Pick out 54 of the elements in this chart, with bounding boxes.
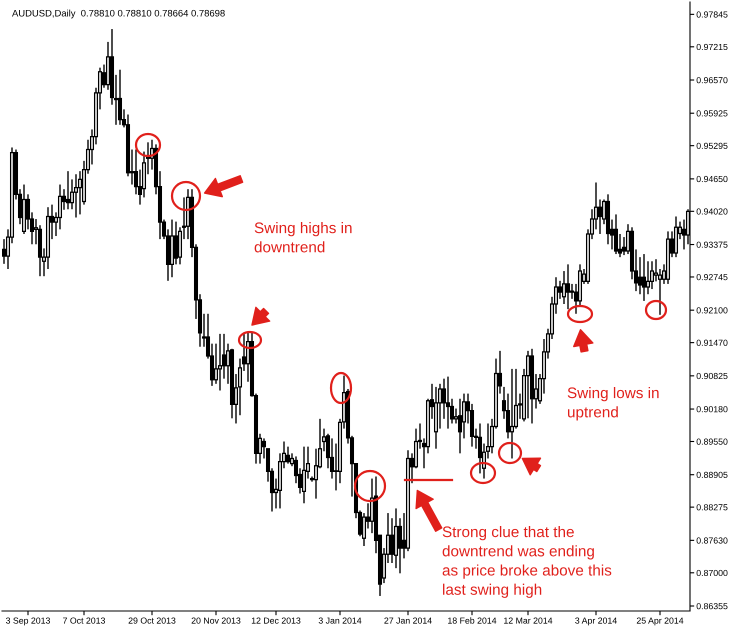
- candlestick: [598, 198, 602, 235]
- candlestick: [478, 422, 482, 474]
- y-tick-label: 0.95925: [696, 110, 728, 116]
- y-tick-label: 0.96570: [696, 77, 728, 84]
- x-tick-label: 3 Jan 2014: [318, 617, 362, 624]
- y-tick-label: 0.94650: [696, 176, 728, 182]
- candlestick: [118, 69, 122, 126]
- y-tick-label: 0.93375: [696, 242, 728, 248]
- candlestick: [302, 446, 306, 504]
- y-tick-label: 0.88905: [696, 472, 728, 478]
- y-tick-label: 0.89550: [696, 438, 728, 445]
- x-tick-label: 3 Apr 2014: [575, 617, 617, 626]
- annotation: Swing highs in downtrend: [254, 222, 352, 252]
- y-tick-label: 0.94020: [696, 208, 728, 215]
- y-tick-label: 0.90180: [696, 406, 728, 412]
- candlestick: [642, 253, 646, 302]
- x-tick-label: 20 Nov 2013: [192, 617, 240, 624]
- candlestick: [218, 333, 222, 392]
- candlestick: [2, 238, 6, 265]
- y-tick-label: 0.90825: [696, 372, 728, 380]
- candlestick: [286, 446, 290, 464]
- candlestick: [650, 260, 654, 290]
- y-tick-label: 0.92745: [696, 274, 728, 280]
- x-tick-label: 27 Jan 2014: [384, 617, 432, 624]
- y-tick-label: 0.91470: [696, 340, 728, 346]
- candlestick: [646, 260, 650, 295]
- candlestick: [566, 264, 570, 310]
- candlestick: [510, 368, 514, 460]
- candlestick: [174, 220, 178, 266]
- x-tick-label: 12 Dec 2013: [252, 617, 300, 624]
- y-tick-label: 0.87000: [696, 570, 728, 576]
- annotation: Swing lows in uptrend: [568, 387, 659, 420]
- y-tick-label: 0.88275: [696, 504, 728, 510]
- x-tick-label: 25 Apr 2014: [636, 617, 684, 626]
- x-tick-label: 7 Oct 2013: [63, 617, 106, 624]
- x-tick-label: 29 Oct 2013: [128, 617, 176, 624]
- x-tick-label: 12 Mar 2014: [504, 617, 552, 624]
- y-tick-label: 0.97845: [696, 11, 728, 18]
- candlestick: [78, 170, 82, 216]
- text: AUDUSD,Daily 0.78810 0.78810 0.78664 0.78698: [12, 10, 225, 18]
- candlestick: [446, 376, 450, 430]
- candlestick: [614, 214, 618, 255]
- y-tick-label: 0.97215: [696, 44, 728, 50]
- y-tick-label: 0.86355: [696, 603, 728, 610]
- x-tick-label: 3 Sep 2013: [6, 617, 50, 626]
- candlestick: [66, 170, 70, 210]
- candlestick: [526, 350, 530, 420]
- candlestick: [390, 518, 394, 564]
- y-tick-label: 0.95295: [696, 142, 728, 149]
- y-tick-label: 0.87630: [696, 537, 728, 544]
- annotation: Strong clue that the downtrend was ending as price broke above this last swing high: [442, 526, 612, 598]
- x-tick-label: 18 Feb 2014: [448, 617, 496, 624]
- candlestick: [74, 174, 78, 218]
- y-tick-label: 0.92100: [696, 307, 728, 314]
